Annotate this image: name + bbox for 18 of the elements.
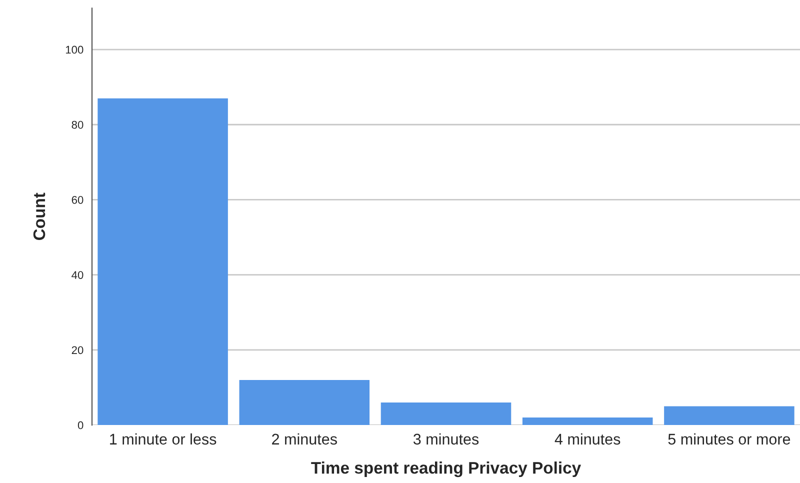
x-tick-label: 4 minutes	[554, 433, 620, 445]
bar	[239, 380, 370, 426]
y-tick-label: 100	[66, 46, 84, 54]
x-axis-title: Time spent reading Privacy Policy	[311, 462, 582, 478]
x-tick-label: 5 minutes or more	[668, 433, 790, 445]
bar	[98, 98, 228, 426]
y-tick-label: 60	[72, 196, 84, 204]
x-tick-label: 2 minutes	[272, 433, 337, 445]
y-tick-label: 40	[72, 271, 84, 279]
bar	[380, 402, 512, 426]
bar	[664, 406, 794, 426]
y-tick-label: 0	[78, 421, 84, 430]
y-axis-title: Count	[33, 192, 46, 240]
bar	[522, 418, 653, 426]
x-tick-label: 1 minute or less	[110, 433, 216, 445]
x-tick-label: 3 minutes	[413, 433, 479, 445]
y-tick-label: 20	[72, 346, 84, 354]
y-tick-label: 80	[72, 120, 84, 129]
